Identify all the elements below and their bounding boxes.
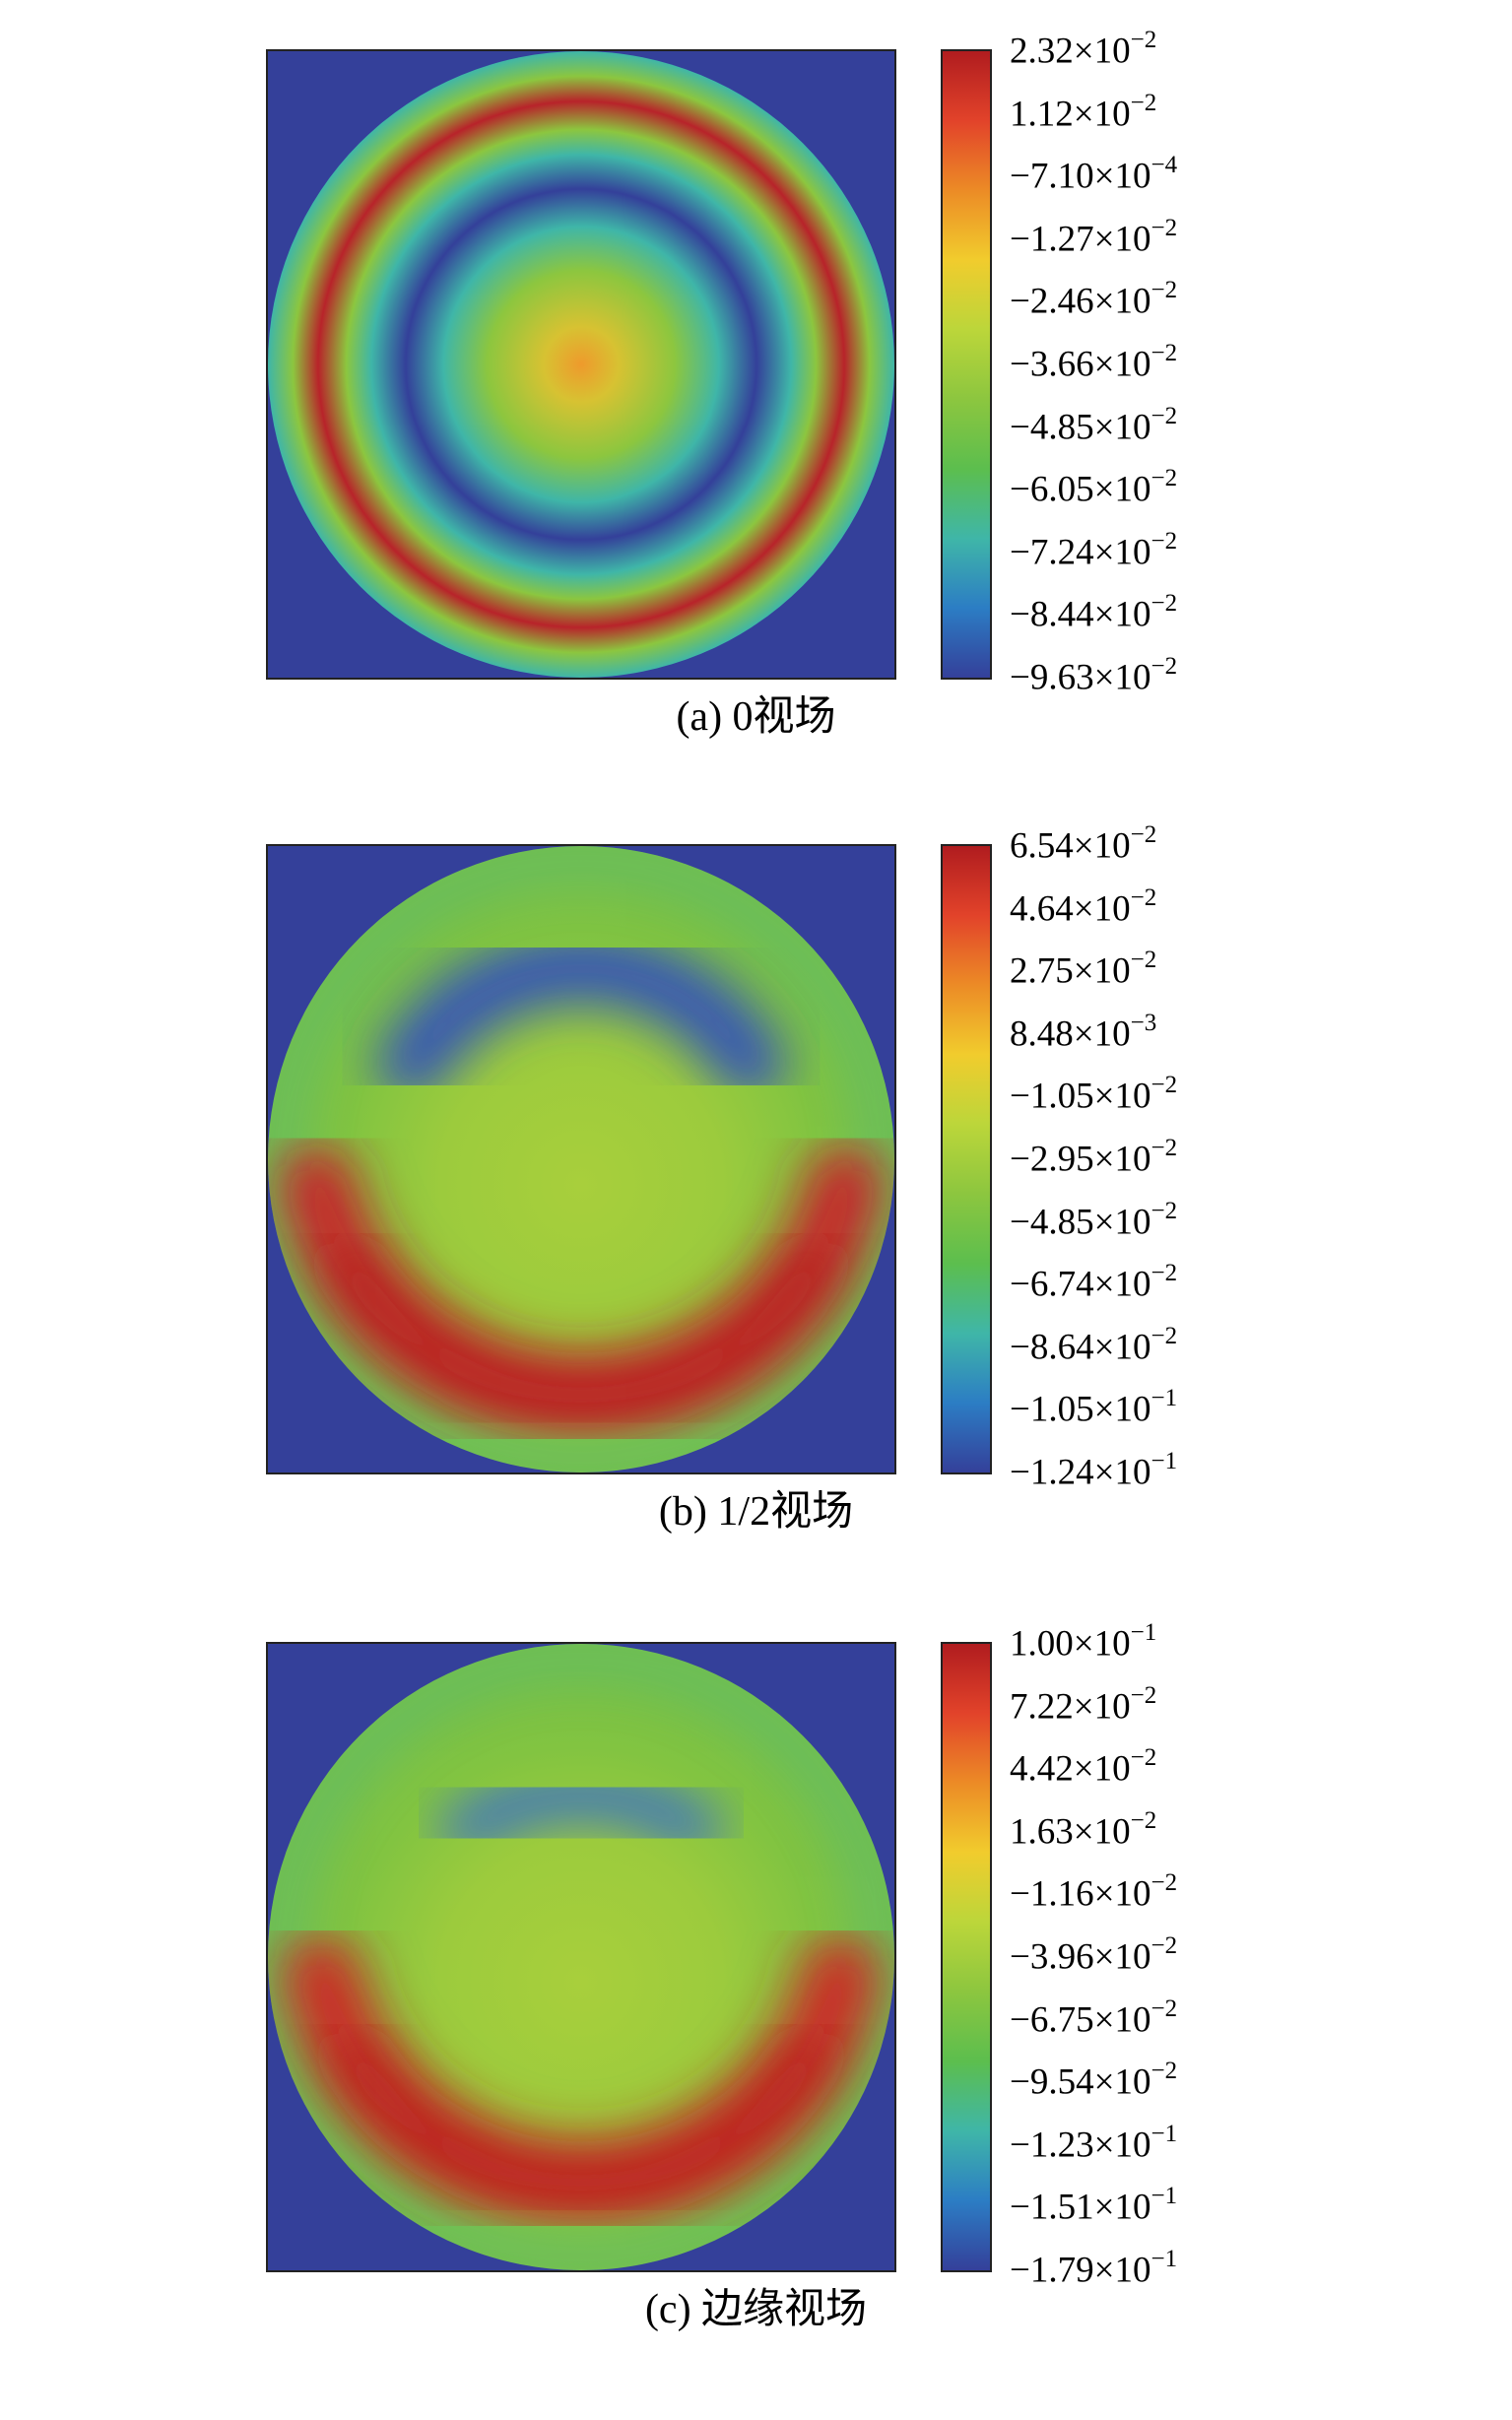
panel-caption: (c) 边缘视场 (644, 2287, 868, 2332)
colorbar-tick-label: −1.05×10−2 (1010, 1072, 1178, 1117)
colorbar-tick-label: −2.46×10−2 (1010, 277, 1178, 322)
colorbar-tick-label: 8.48×10−3 (1010, 1009, 1157, 1055)
heatmap-svg (268, 846, 894, 1472)
colorbar-tick-label: −3.96×10−2 (1010, 1932, 1178, 1978)
heatmap-svg (268, 51, 894, 678)
colorbar-tick-label: 6.54×10−2 (1010, 821, 1157, 867)
colorbar-tick-label: −6.05×10−2 (1010, 465, 1178, 510)
colorbar-ticks: 6.54×10−2 4.64×10−2 2.75×10−2 8.48×10−3 −1.0… (1010, 822, 1305, 1491)
colorbar-tick-label: −9.63×10−2 (1010, 653, 1178, 698)
colorbar-tick-label: 4.64×10−2 (1010, 883, 1157, 930)
colorbar-tick-label: −1.16×10−2 (1010, 1869, 1178, 1915)
heatmap-plot (266, 49, 896, 680)
rim-band (268, 1644, 894, 2270)
colorbar-tick-label: 1.63×10−2 (1010, 1806, 1157, 1853)
colorbar-tick-label: −4.85×10−2 (1010, 402, 1178, 448)
colorbar-tick-label: −1.27×10−2 (1010, 214, 1178, 260)
colorbar-tick-label: −1.51×10−1 (1010, 2183, 1178, 2228)
colorbar-ticks: 2.32×10−2 1.12×10−2 −7.10×10−4 −1.27×10−2 −2… (1010, 28, 1305, 696)
lower-arc-core (328, 1242, 834, 1413)
lower-arc-core (333, 2033, 829, 2201)
colorbar-tick-label: −1.23×10−1 (1010, 2120, 1178, 2166)
colorbar-tick-label: −1.05×10−1 (1010, 1385, 1178, 1430)
colorbar-tick-label: −8.64×10−2 (1010, 1322, 1178, 1368)
colorbar-tick-label: 2.75×10−2 (1010, 947, 1157, 992)
chart-panel: 1.00×10−1 7.22×10−2 4.42×10−2 1.63×10−2 −1.1… (0, 1620, 1512, 2420)
colorbar (941, 49, 992, 680)
colorbar-tick-label: 1.12×10−2 (1010, 89, 1157, 135)
heatmap-plot (266, 844, 896, 1474)
colorbar (941, 844, 992, 1474)
colorbar-tick-label: −3.66×10−2 (1010, 340, 1178, 385)
colorbar-tick-label: −7.24×10−2 (1010, 527, 1178, 573)
panel-caption: (a) 0视场 (676, 694, 836, 740)
panel-caption: (b) 1/2视场 (658, 1489, 854, 1535)
colorbar-tick-label: −6.75×10−2 (1010, 1995, 1178, 2041)
colorbar-tick-label: −8.44×10−2 (1010, 590, 1178, 635)
colorbar-ticks: 1.00×10−1 7.22×10−2 4.42×10−2 1.63×10−2 −1.1… (1010, 1620, 1305, 2289)
colorbar-tick-label: −2.95×10−2 (1010, 1135, 1178, 1180)
aperture-disk (268, 51, 894, 678)
colorbar-tick-label: −1.24×10−1 (1010, 1448, 1178, 1493)
upper-arc (375, 933, 787, 1100)
colorbar-tick-label: 1.00×10−1 (1010, 1619, 1157, 1665)
colorbar-tick-label: −4.85×10−2 (1010, 1197, 1178, 1243)
colorbar-tick-label: 7.22×10−2 (1010, 1681, 1157, 1728)
colorbar-tick-label: −7.10×10−4 (1010, 152, 1178, 197)
colorbar-tick-label: 4.42×10−2 (1010, 1744, 1157, 1790)
colorbar-tick-label: 2.32×10−2 (1010, 27, 1157, 72)
upper-arc (437, 1767, 725, 1859)
colorbar-tick-label: −6.74×10−2 (1010, 1260, 1178, 1305)
colorbar-tick-label: −1.79×10−1 (1010, 2246, 1178, 2291)
colorbar-tick-label: −9.54×10−2 (1010, 2058, 1178, 2103)
colorbar (941, 1642, 992, 2272)
heatmap-svg (268, 1644, 894, 2270)
chart-panel: 6.54×10−2 4.64×10−2 2.75×10−2 8.48×10−3 −1.0… (0, 822, 1512, 1622)
rim-band (268, 846, 894, 1472)
heatmap-plot (266, 1642, 896, 2272)
chart-panel: 2.32×10−2 1.12×10−2 −7.10×10−4 −1.27×10−2 −2… (0, 28, 1512, 827)
